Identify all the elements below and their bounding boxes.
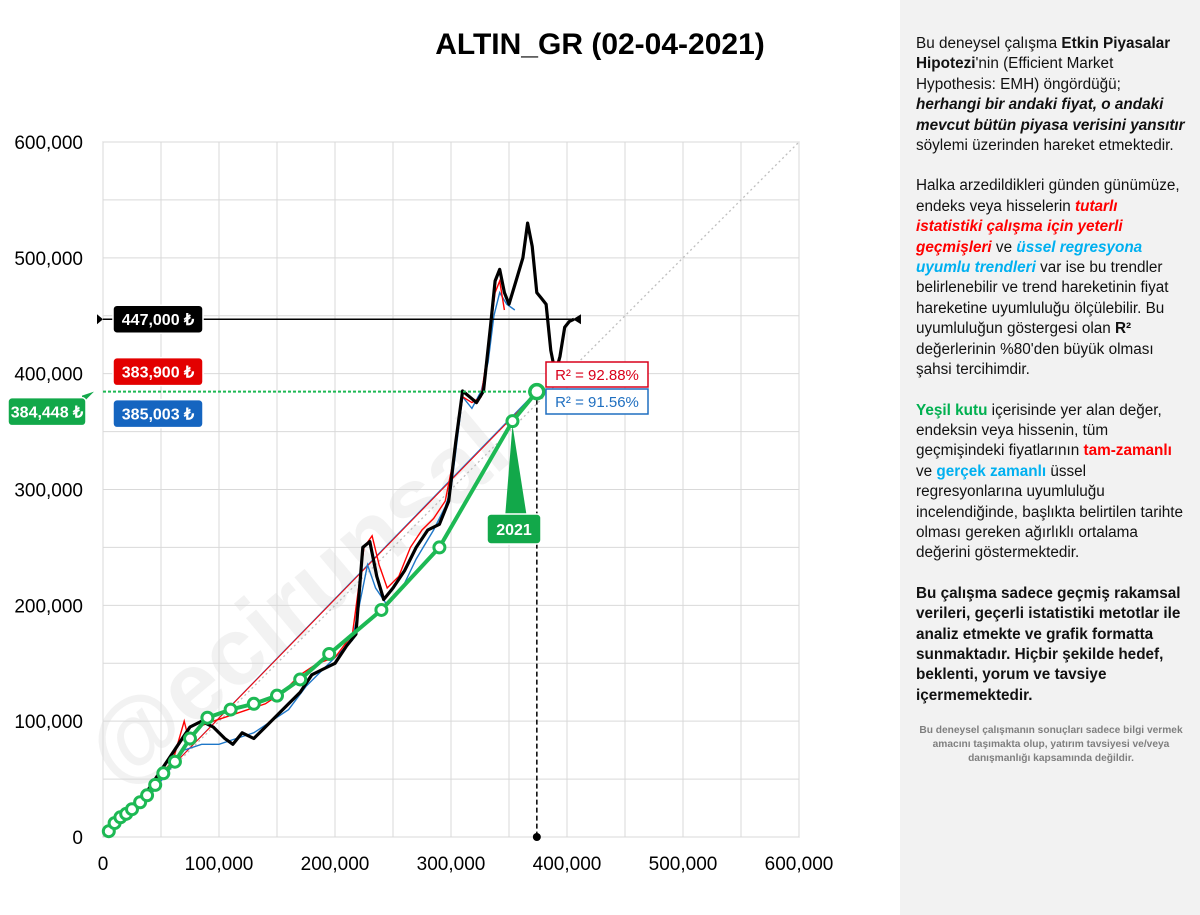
green-marker — [293, 672, 308, 687]
side-panel: Bu deneysel çalışma Etkin Piyasalar Hipo… — [900, 0, 1200, 915]
r2-red-label-box — [545, 361, 649, 388]
x-tick-label: 0 — [98, 854, 109, 875]
y-tick-label: 300,000 — [14, 481, 83, 502]
y-tick-label: 600,000 — [14, 133, 83, 154]
green-marker — [140, 788, 155, 803]
current-price-arrow — [97, 314, 103, 325]
blue-trend-value-label: 385,003 ₺ — [122, 407, 195, 424]
r2-blue-label: R² = 91.56% — [555, 394, 639, 411]
green-marker — [270, 688, 284, 703]
p1-d: herhangi bir andaki fiyat, o andaki mevc… — [916, 96, 1185, 134]
y-tick-label: 400,000 — [14, 365, 83, 386]
year-callout: 2021 — [496, 522, 532, 539]
chart-title: ALTIN_GR (02-04-2021) — [435, 28, 765, 61]
p1-c: 'nin (Efficient Market Hypothesis: EMH) … — [916, 55, 1121, 93]
y-tick-label: 500,000 — [14, 249, 83, 270]
x-tick-label: 100,000 — [185, 854, 254, 875]
year-callout-box — [486, 513, 542, 545]
red-trend-value-label-box — [112, 356, 204, 387]
green-marker — [246, 696, 261, 711]
green-marker — [200, 710, 215, 725]
para-regression: Halka arzedildikleri günden günümüze, en… — [916, 176, 1186, 380]
expected-value-label: 384,448 ₺ — [11, 405, 84, 422]
x-tick-label: 500,000 — [649, 854, 718, 875]
green-marker-current — [528, 382, 546, 401]
green-marker — [156, 766, 171, 781]
para-green-box: Yeşil kutu içerisinde yer alan değer, en… — [916, 401, 1186, 564]
green-marker — [223, 702, 238, 717]
red-trend-value-label: 383,900 ₺ — [122, 365, 195, 382]
current-price-label-box — [112, 304, 204, 334]
overlays: 447,000 ₺ 383,900 ₺ 385,003 ₺ 384,448 ₺ 2021… — [7, 304, 649, 841]
axis-ticks: 0 100,000 200,000 300,000 400,000 500,000 600,… — [14, 133, 833, 875]
green-marker — [505, 414, 520, 429]
r2-blue-label-box — [545, 388, 649, 415]
p3-d: ve — [916, 462, 937, 480]
p2-e: var ise bu trendler belirlenebilir ve tr… — [916, 259, 1169, 338]
price-series-line — [107, 221, 575, 833]
y-tick-label: 0 — [72, 828, 83, 849]
disclaimer: Bu deneysel çalışmanın sonuçları sadece … — [919, 725, 1183, 765]
year-callout-pointer — [505, 425, 527, 518]
chart-panel: ALTIN_GR (02-04-2021) @ecirunsal 0 100,00… — [7, 28, 834, 875]
p2-d: üssel regresyona uyumlu trendleri — [916, 238, 1143, 277]
green-marker — [167, 754, 182, 769]
p2-a: Halka arzedildikleri günden günümüze, en… — [916, 177, 1180, 215]
p1-b: Etkin Piyasalar Hipotezi — [916, 35, 1171, 73]
x-tick-label: 600,000 — [765, 854, 834, 875]
y-tick-label: 100,000 — [14, 712, 83, 733]
p2-b: tutarlı istatistiki çalışma için yeterli… — [916, 197, 1123, 256]
green-marker — [322, 646, 337, 661]
p3-a: Yeşil kutu — [916, 401, 988, 419]
x-tick-label: 300,000 — [417, 854, 486, 875]
blue-series-line — [108, 290, 516, 832]
p1-e: söylemi üzerinden hareket etmektedir. — [916, 137, 1174, 155]
p2-g: değerlerinin %80'den büyük olması şahsi … — [916, 340, 1154, 379]
green-marker — [432, 540, 447, 555]
current-price-arrow-end — [572, 314, 581, 325]
expected-value-label-box — [7, 396, 87, 427]
p2-f: R² — [1115, 320, 1132, 338]
green-marker — [148, 777, 163, 792]
watermark: @ecirunsal — [65, 393, 528, 806]
date-axis-marker — [532, 833, 541, 841]
chart: ALTIN_GR (02-04-2021) @ecirunsal 0 100,00… — [7, 28, 833, 875]
para-scope: Bu çalışma sadece geçmiş rakamsal verile… — [916, 584, 1181, 704]
x-tick-label: 400,000 — [533, 854, 602, 875]
x-tick-label: 200,000 — [301, 854, 370, 875]
p2-c: ve — [991, 238, 1017, 256]
y-tick-label: 200,000 — [14, 596, 83, 617]
p3-c: tam-zamanlı — [1083, 442, 1172, 460]
green-marker — [374, 602, 389, 617]
p1-a: Bu deneysel çalışma — [916, 35, 1062, 52]
p3-e: gerçek zamanlı — [936, 462, 1047, 480]
r2-red-label: R² = 92.88% — [555, 367, 639, 384]
green-marker — [183, 731, 197, 746]
p3-f: üssel regresyonlarına uyumluluğu incelen… — [916, 462, 1184, 562]
current-price-label: 447,000 ₺ — [122, 312, 195, 329]
p3-b: içerisinde yer alan değer, endeksin veya… — [916, 401, 1162, 460]
blue-trend-value-label-box — [112, 398, 204, 429]
para-emh: Bu deneysel çalışma Etkin Piyasalar Hipo… — [916, 34, 1186, 156]
